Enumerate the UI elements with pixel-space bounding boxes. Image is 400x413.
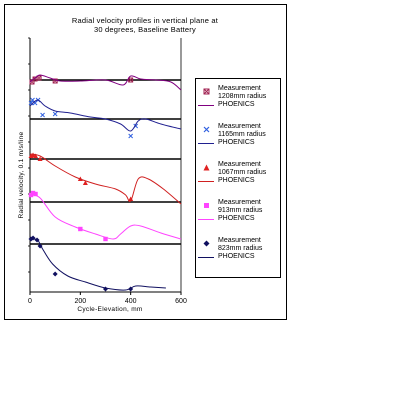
chart-title: Radial velocity profiles in vertical pla… xyxy=(71,16,219,25)
series-line-phoenics-4 xyxy=(29,238,166,291)
legend-label-radius: 1067mm radius xyxy=(218,169,267,176)
legend-label-radius: 913mm radius xyxy=(218,207,263,214)
legend-line-1067 xyxy=(198,181,214,182)
data-point-4 xyxy=(128,286,134,292)
data-point-2 xyxy=(37,156,43,161)
legend-label-model: PHOENICS xyxy=(218,139,255,146)
data-point-0 xyxy=(36,75,42,81)
legend-label-measurement: Measurement xyxy=(218,161,261,168)
chart-subtitle: 30 degrees, Baseline Battery xyxy=(94,25,196,34)
y-axis-label: Radial velocity, 0.1 m/s/line xyxy=(18,131,25,219)
legend-label-radius: 823mm radius xyxy=(218,245,263,252)
data-point-2 xyxy=(82,180,88,185)
legend-marker-1165 xyxy=(203,126,210,133)
data-point-3 xyxy=(30,190,36,196)
legend-line-1208 xyxy=(198,105,214,106)
legend-label-model: PHOENICS xyxy=(218,177,255,184)
legend-label-measurement: Measurement xyxy=(218,85,261,92)
data-point-1 xyxy=(52,111,58,117)
series-line-phoenics-2 xyxy=(29,153,182,205)
legend-line-1165 xyxy=(198,143,214,144)
data-point-3 xyxy=(33,191,38,197)
legend-marker-913 xyxy=(204,203,209,208)
plot-area: 0 200 400 600 xyxy=(28,37,187,305)
legend-label-radius: 1165mm radius xyxy=(218,131,266,138)
legend-line-913 xyxy=(198,219,214,220)
series-line-phoenics-3 xyxy=(29,193,182,240)
chart-frame: Radial velocity profiles in vertical pla… xyxy=(4,4,287,320)
data-point-2 xyxy=(33,153,39,158)
series-line-phoenics-0 xyxy=(29,74,182,91)
data-point-3 xyxy=(103,236,108,242)
x-axis-label: Cycle-Elevation, mm xyxy=(77,306,143,313)
legend-label-model: PHOENICS xyxy=(218,101,255,108)
legend-marker-823 xyxy=(203,240,210,247)
legend-label-measurement: Measurement xyxy=(218,199,261,206)
x-tick-label: 600 xyxy=(175,298,187,305)
data-point-2 xyxy=(128,196,134,201)
legend-label-measurement: Measurement xyxy=(218,237,261,244)
legend-line-823 xyxy=(198,257,214,258)
legend-label-measurement: Measurement xyxy=(218,123,261,130)
x-tick-label: 0 xyxy=(28,298,32,305)
legend-label-model: PHOENICS xyxy=(218,215,255,222)
x-tick-label: 400 xyxy=(125,298,137,305)
legend-marker-1208 xyxy=(203,88,210,95)
series-line-phoenics-1 xyxy=(29,99,182,132)
data-point-1 xyxy=(40,112,45,118)
data-point-0 xyxy=(128,77,134,83)
legend-marker-1067 xyxy=(203,164,210,171)
data-point-4 xyxy=(52,271,58,277)
data-point-1 xyxy=(128,133,134,139)
legend-label-model: PHOENICS xyxy=(218,253,255,260)
legend-label-radius: 1208mm radius xyxy=(218,93,267,100)
x-tick-label: 200 xyxy=(74,298,86,305)
legend: Measurement 1208mm radius PHOENICS Measu… xyxy=(195,78,281,278)
